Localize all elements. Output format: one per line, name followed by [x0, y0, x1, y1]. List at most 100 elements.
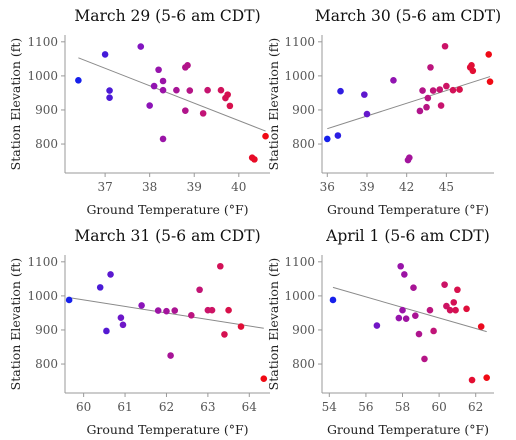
data-point — [363, 110, 371, 118]
x-tick-label: 60 — [76, 400, 91, 414]
x-tick-label: 62 — [468, 400, 483, 414]
data-point — [96, 284, 104, 291]
y-tick-label: 800 — [292, 137, 315, 151]
scatter-panel-4: April 1 (5-6 am CDT) 800 900 1000 1100 54 56 58… — [266, 227, 494, 437]
x-tick-label: 45 — [439, 180, 454, 194]
data-point — [171, 307, 179, 314]
y-tick-label: 1100 — [284, 35, 315, 49]
data-point — [204, 86, 211, 94]
x-axis-label: Ground Temperature (°F) — [86, 422, 248, 437]
data-point — [225, 306, 232, 314]
y-tick-label: 1100 — [27, 255, 58, 269]
data-point — [486, 78, 494, 85]
data-point — [456, 86, 463, 93]
y-axis-label: Station Elevation (ft) — [266, 38, 281, 171]
data-point — [437, 102, 445, 109]
data-point — [337, 87, 344, 95]
data-point — [188, 312, 195, 319]
data-point — [138, 302, 145, 309]
y-tick-label: 800 — [292, 357, 315, 371]
data-point — [75, 77, 82, 84]
data-point — [159, 135, 167, 143]
data-point — [423, 103, 430, 111]
data-point — [402, 315, 410, 323]
x-tick-label: 38 — [142, 180, 157, 194]
scatter-panel-3: March 31 (5-6 am CDT) 800 900 1000 1100 60 61 6… — [8, 227, 270, 437]
data-point — [251, 156, 258, 163]
trend-line — [78, 57, 266, 132]
panel-title: April 1 (5-6 am CDT) — [325, 227, 490, 245]
panel-title: March 30 (5-6 am CDT) — [315, 7, 501, 25]
data-point — [430, 327, 437, 335]
data-point — [401, 271, 408, 278]
scatter-panel-1: March 29 (5-6 am CDT) 800 900 1000 1100 37 38 3… — [8, 7, 270, 217]
data-point — [146, 102, 153, 109]
trend-line — [332, 286, 487, 333]
x-tick-label: 39 — [187, 180, 202, 194]
y-axis-label: Station Elevation (ft) — [8, 38, 23, 171]
data-point — [224, 91, 231, 98]
data-point — [184, 62, 191, 69]
scatter-panel-2: March 30 (5-6 am CDT) 800 900 1000 1100 36 39 4… — [266, 7, 501, 217]
data-point — [154, 307, 162, 314]
data-point — [419, 87, 426, 94]
y-tick-label: 1000 — [27, 69, 58, 83]
data-point — [262, 132, 269, 140]
data-point — [334, 132, 342, 139]
data-point — [217, 86, 225, 94]
data-point — [443, 82, 450, 90]
data-point — [199, 110, 207, 117]
x-axis-label: Ground Temperature (°F) — [86, 202, 248, 217]
data-point — [323, 135, 331, 143]
data-point — [373, 322, 381, 329]
data-point — [426, 306, 434, 314]
data-point — [468, 376, 476, 384]
data-point — [182, 107, 189, 114]
data-point — [485, 51, 493, 58]
data-point — [406, 154, 413, 161]
y-tick-label: 1000 — [27, 289, 58, 303]
data-point — [397, 262, 404, 270]
y-tick-label: 900 — [35, 323, 58, 337]
data-point — [469, 67, 477, 75]
data-point — [260, 375, 268, 382]
data-point — [441, 42, 449, 50]
data-point — [159, 86, 167, 94]
x-tick-label: 42 — [399, 180, 414, 194]
data-point — [450, 299, 458, 306]
data-point — [173, 86, 180, 94]
trend-line — [327, 76, 491, 130]
panel-title: March 29 (5-6 am CDT) — [74, 7, 260, 25]
data-point — [483, 374, 490, 381]
panel-title: March 31 (5-6 am CDT) — [74, 227, 260, 245]
data-point — [117, 314, 125, 321]
data-point — [390, 77, 397, 84]
data-point — [436, 86, 444, 93]
data-point — [463, 305, 470, 313]
y-tick-label: 800 — [35, 137, 58, 151]
y-axis-label: Station Elevation (ft) — [266, 258, 281, 391]
x-tick-label: 63 — [200, 400, 215, 414]
x-tick-label: 36 — [320, 180, 335, 194]
y-tick-label: 1000 — [284, 69, 315, 83]
data-point — [106, 94, 113, 101]
data-point — [186, 87, 194, 94]
y-tick-label: 900 — [292, 323, 315, 337]
data-point — [159, 77, 167, 85]
data-point — [196, 286, 203, 294]
data-point — [395, 314, 403, 322]
y-tick-label: 900 — [292, 103, 315, 117]
y-tick-label: 900 — [35, 103, 58, 117]
data-point — [421, 355, 428, 363]
data-point — [477, 323, 485, 330]
data-point — [65, 296, 73, 304]
data-point — [454, 286, 461, 294]
y-tick-label: 1000 — [284, 289, 315, 303]
x-tick-label: 39 — [359, 180, 374, 194]
x-tick-label: 60 — [431, 400, 446, 414]
data-point — [446, 306, 454, 314]
data-point — [329, 296, 337, 304]
data-point — [217, 262, 224, 270]
data-point — [412, 312, 419, 319]
